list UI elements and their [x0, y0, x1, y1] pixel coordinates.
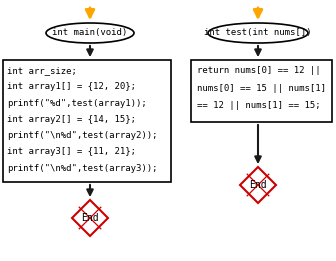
Text: printf("%d",test(array1));: printf("%d",test(array1));: [7, 99, 147, 108]
Ellipse shape: [208, 23, 308, 43]
Text: int arr_size;: int arr_size;: [7, 66, 77, 75]
Text: int main(void): int main(void): [52, 28, 128, 38]
Text: return nums[0] == 12 ||: return nums[0] == 12 ||: [197, 66, 321, 75]
Bar: [3, 60, 171, 182]
Polygon shape: [240, 167, 276, 203]
Bar: [191, 60, 332, 122]
Text: int array1[] = {12, 20};: int array1[] = {12, 20};: [7, 82, 136, 91]
Text: printf("\n%d",test(array2));: printf("\n%d",test(array2));: [7, 131, 158, 140]
Text: int test(int nums[]): int test(int nums[]): [204, 28, 312, 38]
Text: End: End: [81, 213, 99, 223]
Text: int array3[] = {11, 21};: int array3[] = {11, 21};: [7, 147, 136, 156]
Polygon shape: [72, 200, 108, 236]
Text: End: End: [249, 180, 267, 190]
Text: nums[0] == 15 || nums[1]: nums[0] == 15 || nums[1]: [197, 84, 326, 93]
Text: == 12 || nums[1] == 15;: == 12 || nums[1] == 15;: [197, 102, 321, 110]
Ellipse shape: [46, 23, 134, 43]
Text: printf("\n%d",test(array3));: printf("\n%d",test(array3));: [7, 164, 158, 173]
Text: int array2[] = {14, 15};: int array2[] = {14, 15};: [7, 115, 136, 124]
